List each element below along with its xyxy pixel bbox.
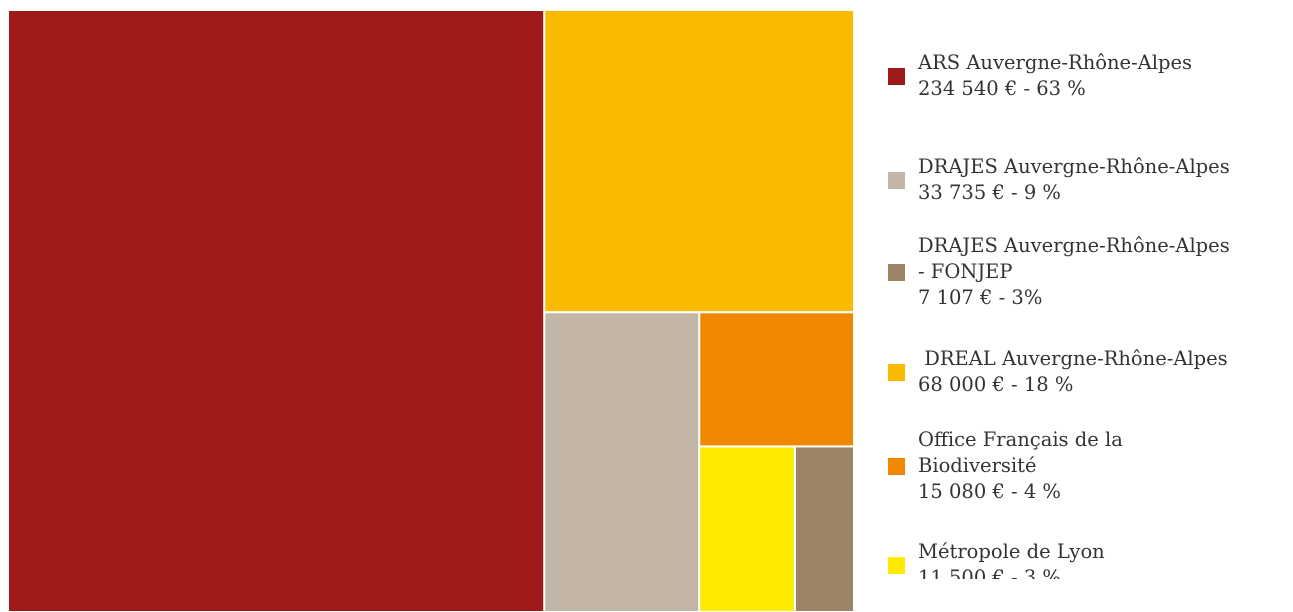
legend-item-drajes-fonjep: DRAJES Auvergne-Rhône-Alpes - FONJEP 7 1… — [888, 233, 1230, 311]
legend-item-ofb: Office Français de la Biodiversité 15 08… — [888, 427, 1123, 505]
legend-value: 33 735 € - 9 % — [918, 181, 1061, 204]
legend-label: DRAJES Auvergne-Rhône-Alpes - FONJEP — [918, 234, 1230, 283]
treemap-tile — [793, 445, 856, 612]
legend-item-dreal: DREAL Auvergne-Rhône-Alpes 68 000 € - 18… — [888, 346, 1228, 398]
legend-swatch — [888, 363, 905, 381]
legend-item-ars: ARS Auvergne-Rhône-Alpes 234 540 € - 63 … — [888, 50, 1192, 102]
legend-value: 15 080 € - 4 % — [918, 480, 1061, 503]
treemap-tile — [698, 311, 855, 448]
legend-value: 7 107 € - 3% — [918, 286, 1043, 309]
legend: ARS Auvergne-Rhône-Alpes 234 540 € - 63 … — [888, 50, 1293, 579]
treemap-tile — [543, 9, 855, 314]
legend-label: ARS Auvergne-Rhône-Alpes — [918, 51, 1193, 74]
legend-label: Office Français de la Biodiversité — [918, 428, 1123, 477]
legend-item-metropole-lyon: Métropole de Lyon 11 500 € - 3 % — [888, 539, 1105, 579]
legend-swatch — [888, 171, 905, 189]
treemap-tile — [698, 445, 796, 612]
legend-value: 11 500 € - 3 % — [918, 566, 1061, 579]
legend-value: 234 540 € - 63 % — [918, 77, 1086, 100]
treemap-tile — [543, 311, 701, 612]
legend-item-drajes: DRAJES Auvergne-Rhône-Alpes 33 735 € - 9… — [888, 154, 1230, 206]
legend-swatch — [888, 556, 905, 574]
legend-swatch — [888, 67, 905, 85]
treemap-tile — [7, 9, 546, 612]
legend-value: 68 000 € - 18 % — [918, 373, 1074, 396]
legend-label: DREAL Auvergne-Rhône-Alpes — [918, 347, 1228, 370]
legend-swatch — [888, 457, 905, 475]
legend-label: DRAJES Auvergne-Rhône-Alpes — [918, 155, 1230, 178]
legend-swatch — [888, 263, 905, 281]
legend-label: Métropole de Lyon — [918, 540, 1105, 563]
